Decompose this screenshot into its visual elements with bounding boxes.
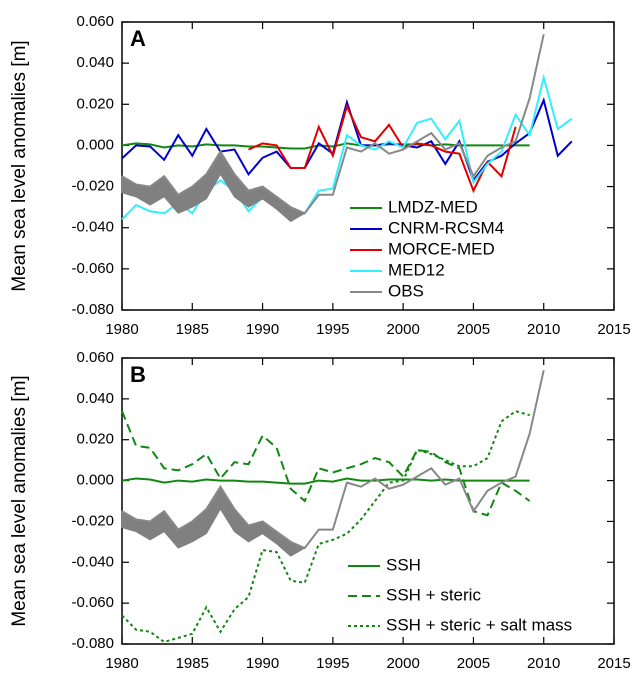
x-tick-label: 2000 [386, 655, 419, 672]
x-tick-label: 2015 [597, 655, 630, 672]
x-tick-label: 2005 [457, 655, 490, 672]
y-tick-label: -0.040 [71, 553, 114, 570]
legend-label: MED12 [388, 260, 445, 279]
y-tick-label: 0.020 [76, 95, 114, 112]
y-tick-label: 0.060 [76, 13, 114, 30]
y-tick-label: -0.080 [71, 635, 114, 652]
panel-label: B [130, 362, 146, 387]
x-tick-label: 1980 [105, 321, 138, 338]
legend-label: SSH + steric + salt mass [386, 615, 572, 634]
x-tick-label: 2015 [597, 321, 630, 338]
series-line [121, 370, 545, 550]
y-tick-label: 0.000 [76, 472, 114, 489]
y-tick-label: -0.060 [71, 260, 114, 277]
x-tick-label: 2005 [457, 321, 490, 338]
y-tick-label: -0.040 [71, 219, 114, 236]
x-tick-label: 2000 [386, 321, 419, 338]
plot-frame [121, 357, 615, 645]
series-line [121, 34, 545, 215]
x-tick-label: 1995 [316, 321, 349, 338]
y-tick-label: -0.080 [71, 301, 114, 318]
legend-label: OBS [388, 281, 424, 300]
y-axis-label: Mean sea level anomalies [m] [9, 40, 30, 291]
legend-label: MORCE-MED [388, 239, 495, 258]
series-line [121, 97, 573, 183]
y-tick-label: -0.060 [71, 594, 114, 611]
legend-label: LMDZ-MED [388, 197, 478, 216]
x-tick-label: 1990 [246, 321, 279, 338]
legend-label: SSH + steric [386, 585, 481, 604]
y-tick-label: -0.020 [71, 178, 114, 195]
legend-label: CNRM-RCSM4 [388, 218, 504, 237]
y-tick-label: 0.060 [76, 349, 114, 366]
y-axis-label: Mean sea level anomalies [m] [9, 375, 30, 626]
legend-label: SSH [386, 555, 421, 574]
x-tick-label: 2010 [527, 321, 560, 338]
x-tick-label: 2010 [527, 655, 560, 672]
y-tick-label: 0.040 [76, 54, 114, 71]
series-line [121, 73, 573, 221]
y-tick-label: 0.020 [76, 431, 114, 448]
series-line [248, 103, 517, 194]
plot-frame [121, 21, 615, 311]
y-tick-label: -0.020 [71, 512, 114, 529]
x-tick-label: 1980 [105, 655, 138, 672]
x-tick-label: 1985 [176, 655, 209, 672]
series-line [121, 477, 530, 485]
x-tick-label: 1990 [246, 655, 279, 672]
series-line [121, 410, 531, 517]
x-tick-label: 1985 [176, 321, 209, 338]
series-line [121, 410, 530, 644]
panel-label: A [130, 26, 146, 51]
x-tick-label: 1995 [316, 655, 349, 672]
y-tick-label: 0.000 [76, 136, 114, 153]
y-tick-label: 0.040 [76, 390, 114, 407]
